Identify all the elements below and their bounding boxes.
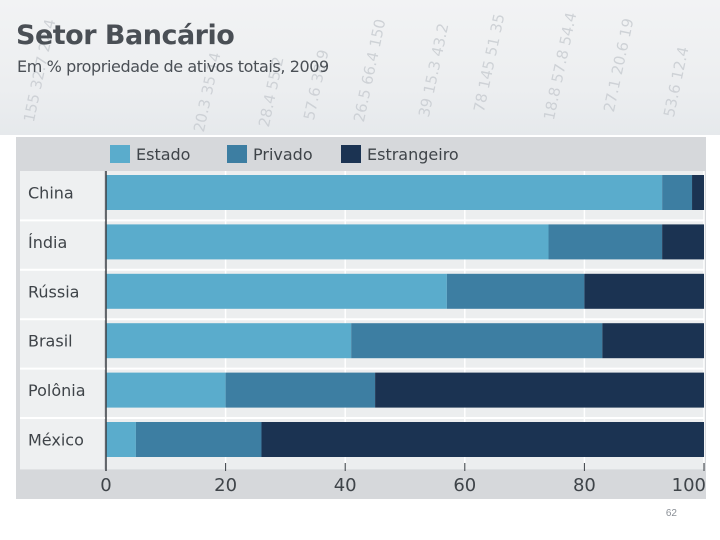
bar-estado xyxy=(106,224,549,260)
bar-estrangeiro xyxy=(261,422,704,457)
bar-privado xyxy=(548,224,663,260)
bar-estado xyxy=(106,323,352,359)
bar-estrangeiro xyxy=(662,224,704,260)
legend-swatch xyxy=(110,145,130,163)
category-label: Índia xyxy=(28,233,67,252)
page-number: 62 xyxy=(665,508,677,519)
slide-subtitle: Em % propriedade de ativos totais, 2009 xyxy=(17,57,329,76)
bar-estrangeiro xyxy=(692,175,704,210)
x-tick-label: 40 xyxy=(334,475,357,496)
category-label: Rússia xyxy=(28,282,79,301)
x-tick-label: 0 xyxy=(100,475,111,496)
bar-privado xyxy=(135,422,262,457)
bar-estado xyxy=(106,422,136,457)
bar-estado xyxy=(106,273,447,309)
legend-swatch xyxy=(227,145,247,163)
bar-privado xyxy=(662,175,693,210)
header-banner: 155 32.7 22 4 20.3 35 14 28.4 55.2 57.6 … xyxy=(0,0,720,135)
category-label: Polônia xyxy=(28,381,86,400)
bar-estado xyxy=(106,175,663,210)
category-label: Brasil xyxy=(28,332,73,351)
bar-estado xyxy=(106,372,226,408)
slide-title: Setor Bancário xyxy=(16,20,235,51)
bar-estrangeiro xyxy=(375,372,704,408)
x-tick-label: 60 xyxy=(453,475,476,496)
x-tick-label: 80 xyxy=(573,475,596,496)
legend-swatch xyxy=(341,145,361,163)
bar-privado xyxy=(225,372,376,408)
x-tick-label: 100 xyxy=(672,475,706,496)
x-tick-label: 20 xyxy=(214,475,237,496)
legend-label: Estrangeiro xyxy=(367,145,459,164)
legend-label: Privado xyxy=(253,145,313,164)
bar-estrangeiro xyxy=(584,273,704,309)
category-label: China xyxy=(28,184,74,203)
bar-privado xyxy=(446,273,585,309)
category-label: México xyxy=(28,431,84,450)
bar-privado xyxy=(351,323,603,359)
bar-estrangeiro xyxy=(602,323,704,359)
legend-label: Estado xyxy=(136,145,190,164)
